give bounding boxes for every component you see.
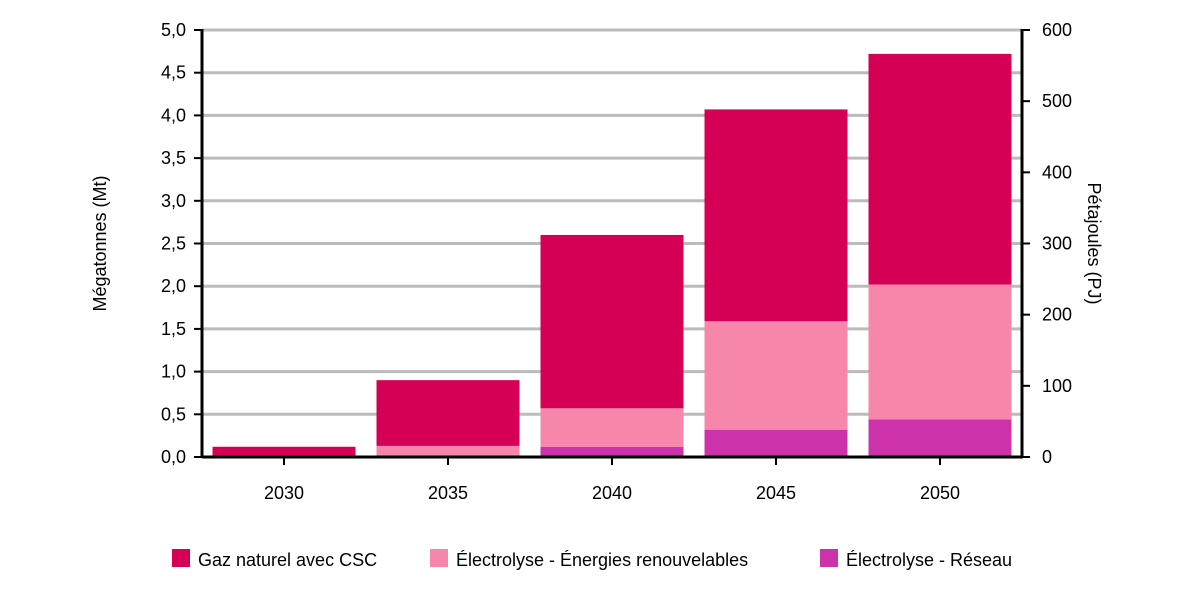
legend-label: Électrolyse - Réseau — [846, 550, 1012, 570]
x-tick-label: 2040 — [592, 483, 632, 503]
y-tick-label: 4,0 — [161, 105, 186, 125]
x-tick-label: 2035 — [428, 483, 468, 503]
bar-segment — [540, 446, 684, 457]
y2-tick-label: 600 — [1042, 20, 1072, 40]
y2-axis-title: Pétajoules (PJ) — [1084, 182, 1104, 304]
legend-label: Électrolyse - Énergies renouvelables — [456, 550, 748, 570]
legend-swatch — [172, 549, 190, 567]
legend-swatch — [430, 549, 448, 567]
bar-segment — [704, 109, 848, 322]
y-tick-label: 5,0 — [161, 20, 186, 40]
y2-tick-label: 300 — [1042, 234, 1072, 254]
y-tick-label: 2,0 — [161, 276, 186, 296]
bar-segment — [376, 380, 520, 446]
tick-labels: 2030 2035 2040 2045 2050 0,0 0,5 1,0 1,5 2,0 2,5 3,… — [161, 20, 1072, 503]
y-tick-label: 3,5 — [161, 148, 186, 168]
bar-segment — [704, 321, 848, 430]
bar-segment — [540, 408, 684, 447]
bar-segment — [704, 429, 848, 457]
x-tick-label: 2030 — [264, 483, 304, 503]
y-tick-label: 0,0 — [161, 447, 186, 467]
x-tick-label: 2045 — [756, 483, 796, 503]
legend-swatch — [820, 549, 838, 567]
bar-segment — [868, 284, 1012, 420]
y2-tick-label: 0 — [1042, 447, 1052, 467]
legend-label: Gaz naturel avec CSC — [198, 550, 377, 570]
bar-segment — [868, 53, 1012, 285]
y-tick-label: 1,5 — [161, 319, 186, 339]
y-tick-label: 3,0 — [161, 191, 186, 211]
x-tick-label: 2050 — [920, 483, 960, 503]
y2-tick-label: 400 — [1042, 162, 1072, 182]
bar-segment — [376, 445, 520, 457]
legend: Gaz naturel avec CSC Électrolyse - Énergi… — [172, 549, 1012, 570]
y-tick-label: 0,5 — [161, 404, 186, 424]
y2-tick-label: 100 — [1042, 376, 1072, 396]
y-axis-title: Mégatonnes (Mt) — [90, 175, 110, 311]
y2-tick-label: 500 — [1042, 91, 1072, 111]
y2-tick-label: 200 — [1042, 305, 1072, 325]
bar-segment — [868, 419, 1012, 457]
bars — [212, 53, 1012, 457]
bar-segment — [540, 234, 684, 409]
bar-segment — [212, 446, 356, 457]
y-tick-label: 4,5 — [161, 63, 186, 83]
y-tick-label: 2,5 — [161, 234, 186, 254]
y-tick-label: 1,0 — [161, 362, 186, 382]
